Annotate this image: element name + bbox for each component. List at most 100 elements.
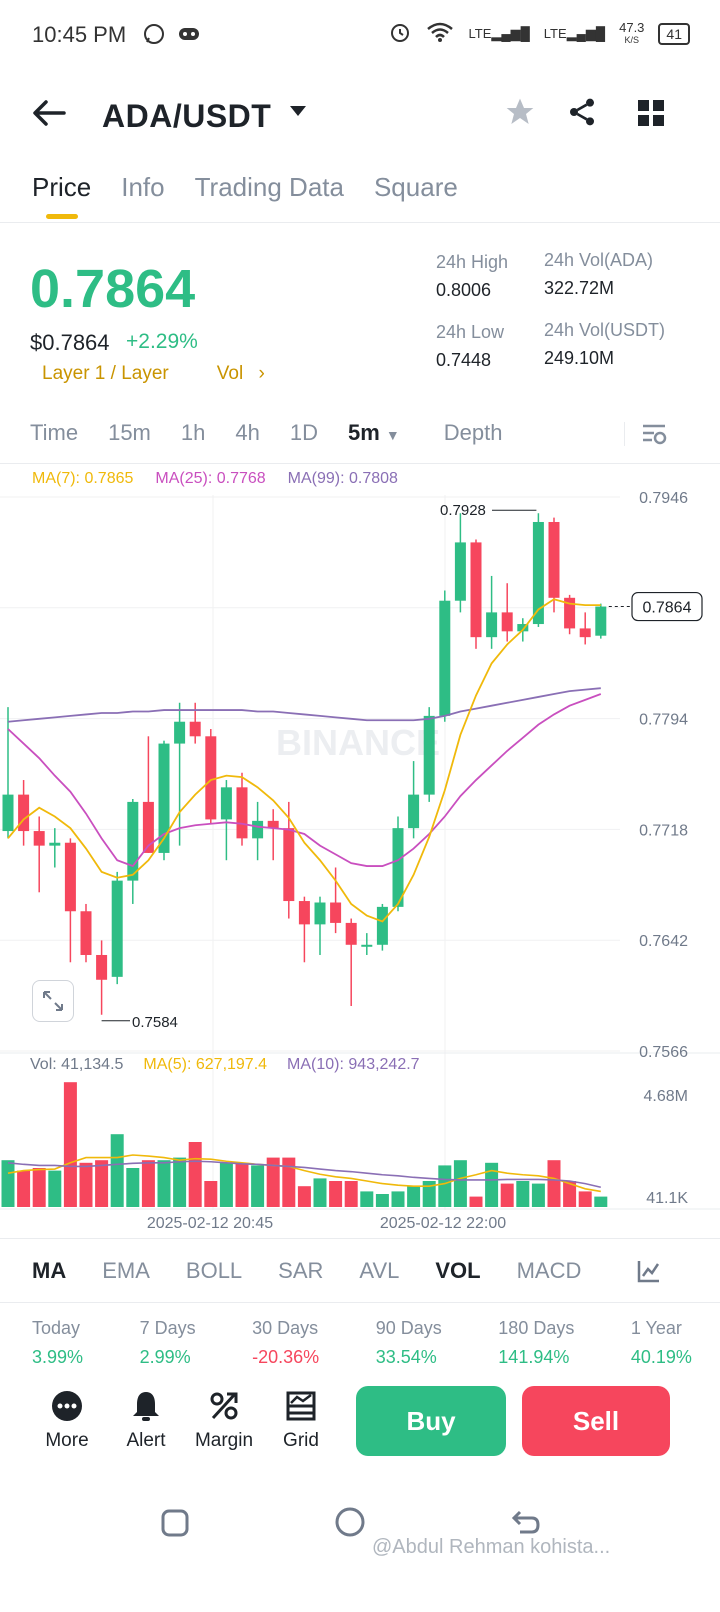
low-value: 0.7448 [436,350,492,370]
low-label: 24h Low [436,322,505,342]
recents-icon[interactable] [160,1508,190,1543]
expand-icon[interactable] [32,980,74,1022]
candle-body [486,612,498,638]
interval-5m[interactable]: 5m ▼ [347,420,400,445]
margin-label: Margin [194,1430,254,1451]
alarm-icon [388,20,412,47]
candle-body [439,600,451,716]
volume-bar [531,1183,545,1207]
candle-body [127,801,139,881]
grid-button[interactable]: Grid [266,1384,336,1452]
volume-bar [282,1157,296,1207]
usd-price: $0.7864 [30,330,110,355]
main-tabs: Price Info Trading Data Square [32,172,458,219]
bell-icon [130,1390,162,1422]
volume-bar [79,1162,93,1207]
whatsapp-icon [142,22,166,51]
volume-bar [391,1191,405,1207]
vol_ma5-line [7,1154,601,1193]
pair-title[interactable]: ADA/USDT [102,98,272,134]
battery-indicator: 41 [658,22,690,45]
volume-legend: Vol: 41,134.5 MA(5): 627,197.4 MA(10): 9… [30,1056,420,1074]
high-annotation: 0.7928 [440,502,486,519]
pair-dropdown-icon[interactable] [288,104,308,123]
vol-usdt-label: 24h Vol(USDT) [544,320,666,340]
tag-layer[interactable]: Layer 1 / Layer [42,363,169,384]
tab-price[interactable]: Price [32,172,92,219]
high-value: 0.8006 [436,280,492,300]
grid-bot-icon [285,1390,317,1422]
candle-body [33,831,45,846]
indicator-macd[interactable]: MACD [516,1258,582,1283]
interval-1d[interactable]: 1D [289,420,318,445]
more-button[interactable]: More [32,1384,102,1452]
perf-180d: 180 Days 141.94% [498,1318,575,1367]
interval-15m[interactable]: 15m [108,420,151,445]
low-annotation: 0.7584 [132,1014,178,1031]
candle-body [64,842,76,912]
sell-button[interactable]: Sell [522,1386,670,1456]
vol-ada-label: 24h Vol(ADA) [544,250,654,270]
interval-depth[interactable]: Depth [443,420,503,445]
signal-1: LTE▂▄▆█ [468,25,530,41]
candle-body [579,628,591,638]
ma7-line [7,598,601,923]
candle-body [80,911,92,955]
indicator-sar[interactable]: SAR [278,1258,324,1283]
vol-label: Vol: 41,134.5 [30,1056,124,1073]
percent-icon [208,1390,240,1422]
tabs-divider [0,222,720,223]
candle-body [517,624,529,632]
back-arrow-icon[interactable] [32,98,66,133]
alert-label: Alert [126,1430,166,1451]
vol-axis-min: 41.1K [646,1190,688,1207]
vol-ada-value: 322.72M [544,278,615,298]
indicator-ema[interactable]: EMA [102,1258,150,1283]
volume-bar [141,1160,155,1207]
tab-info[interactable]: Info [121,172,165,202]
star-icon[interactable] [504,96,536,133]
interval-time[interactable]: Time [30,420,79,445]
home-icon[interactable] [334,1506,366,1543]
vol-ma10-label: MA(10): 943,242.7 [287,1056,420,1073]
alert-button[interactable]: Alert [111,1384,181,1452]
interval-1h[interactable]: 1h [180,420,206,445]
grid-menu-icon[interactable] [636,98,666,133]
status-bar: 10:45 PM LTE▂▄▆█ LTE▂▄▆█ 47.3 K/S 41 [0,0,720,72]
indicator-divider [0,1302,720,1303]
volume-bar [313,1178,327,1207]
last-price: 0.7864 [30,259,196,319]
buy-button[interactable]: Buy [356,1386,506,1456]
indicator-vol[interactable]: VOL [435,1258,481,1283]
volume-bar [485,1162,499,1207]
back-nav-icon[interactable] [510,1508,540,1543]
volume-bar [95,1160,109,1207]
performance-row: Today 3.99% 7 Days 2.99% 30 Days -20.36% 90… [32,1318,692,1368]
tag-vol[interactable]: Vol › [216,363,265,384]
volume-bar [563,1181,577,1207]
interval-4h[interactable]: 4h [235,420,260,445]
ma99-label: MA(99): 0.7808 [287,470,398,487]
bottom-actions: More Alert Margin Grid [0,1384,720,1470]
ma25-label: MA(25): 0.7768 [155,470,266,487]
volume-bar [219,1162,233,1207]
indicator-ma[interactable]: MA [32,1258,67,1283]
tab-square[interactable]: Square [373,172,458,202]
price-chart[interactable]: BINANCE 0.79460.78700.77940.77180.76420.… [0,465,720,1240]
chart-settings-icon[interactable] [640,420,668,453]
candle-body [236,787,248,839]
share-icon[interactable] [566,96,598,133]
price-axis-label: 0.7946 [639,490,688,507]
tab-trading-data[interactable]: Trading Data [194,172,344,202]
candle-body [314,902,326,925]
margin-button[interactable]: Margin [189,1384,259,1452]
time-axis-label: 2025-02-12 22:00 [380,1215,506,1232]
candle-body [470,542,482,638]
indicator-avl[interactable]: AVL [359,1258,400,1283]
perf-90d: 90 Days 33.54% [375,1318,442,1367]
volume-bar [407,1186,421,1207]
candle-body [423,715,435,795]
indicator-settings-icon[interactable] [636,1258,662,1289]
indicator-boll[interactable]: BOLL [185,1258,243,1283]
volume-bar [173,1157,187,1207]
